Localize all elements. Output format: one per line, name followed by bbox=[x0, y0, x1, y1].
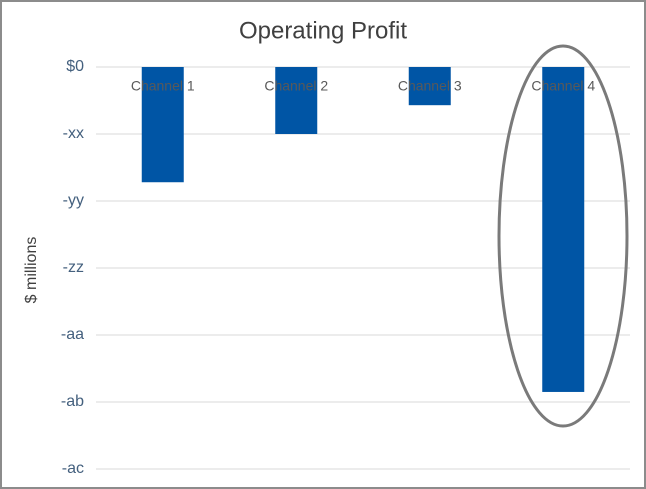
y-tick-label: -aa bbox=[61, 326, 84, 343]
bar bbox=[275, 67, 318, 134]
x-tick-label: Channel 1 bbox=[131, 78, 195, 94]
y-tick-label: -ab bbox=[61, 393, 84, 410]
bar bbox=[408, 67, 451, 106]
bar bbox=[542, 67, 585, 392]
x-tick-label: Channel 4 bbox=[531, 78, 595, 94]
y-tick-label: -xx bbox=[63, 125, 84, 142]
x-tick-label: Channel 2 bbox=[264, 78, 328, 94]
y-tick-label: -zz bbox=[63, 259, 84, 276]
x-tick-label: Channel 3 bbox=[398, 78, 462, 94]
y-tick-label: -yy bbox=[63, 192, 84, 209]
bar bbox=[141, 67, 184, 183]
y-tick-label: -ac bbox=[62, 460, 84, 477]
y-axis-label: $ millions bbox=[23, 237, 40, 304]
chart-title: Operating Profit bbox=[239, 17, 407, 44]
highlight-ellipse bbox=[497, 44, 629, 428]
plot-area: $0 -xx -yy -zz -aa -ab -ac Channel 1 Channel 2 Ch… bbox=[61, 58, 630, 477]
y-tick-label: $0 bbox=[66, 58, 84, 75]
